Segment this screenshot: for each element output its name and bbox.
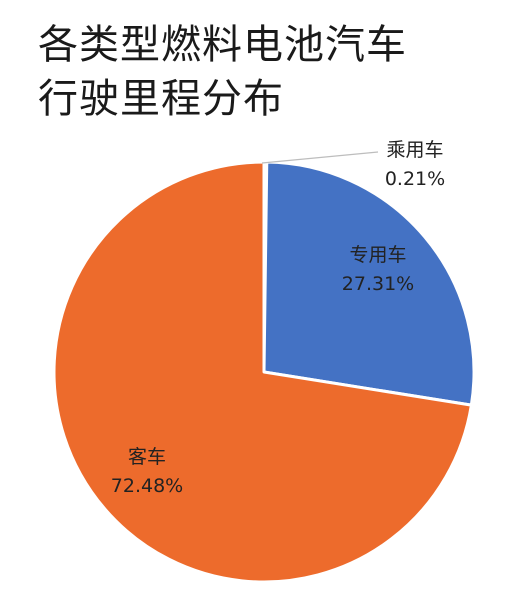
slice-value-passenger-car: 0.21% bbox=[385, 168, 445, 190]
chart-title-line-2: 行驶里程分布 bbox=[38, 76, 284, 122]
slice-value-bus: 72.48% bbox=[111, 475, 183, 497]
slice-label-passenger-car: 乘用车 bbox=[386, 139, 443, 161]
slice-label-special-vehicle: 专用车 bbox=[349, 244, 406, 266]
pie-slices bbox=[52, 160, 476, 584]
leader-line-passenger-car bbox=[261, 151, 379, 164]
chart-title: 各类型燃料电池汽车 行驶里程分布 bbox=[38, 18, 407, 126]
pie-slice-special-vehicle bbox=[262, 160, 476, 407]
slice-label-bus: 客车 bbox=[128, 446, 166, 468]
pie-slice-bus bbox=[52, 160, 473, 584]
chart-title-line-1: 各类型燃料电池汽车 bbox=[38, 22, 407, 68]
slice-value-special-vehicle: 27.31% bbox=[342, 273, 414, 295]
